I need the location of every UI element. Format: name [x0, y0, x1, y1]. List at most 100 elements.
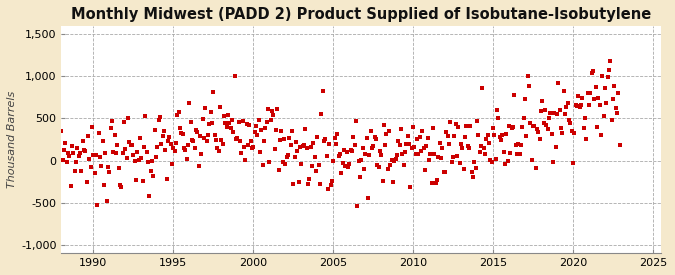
Point [115, 183, 126, 187]
Point [198, 136, 209, 140]
Point [367, 146, 377, 150]
Point [104, 170, 115, 174]
Point [554, 108, 565, 112]
Point [137, 178, 148, 183]
Point [397, 152, 408, 156]
Point [494, 134, 505, 139]
Point [197, 117, 208, 122]
Point [179, 146, 190, 150]
Point [539, 108, 550, 112]
Point [300, 126, 310, 131]
Point [436, 156, 447, 161]
Point [323, 187, 333, 191]
Point [606, 118, 617, 122]
Point [263, 107, 273, 112]
Point [264, 160, 275, 164]
Point [283, 153, 294, 158]
Point [315, 182, 325, 186]
Point [341, 150, 352, 154]
Point [223, 113, 234, 117]
Point [584, 103, 595, 107]
Point [124, 140, 135, 145]
Point [533, 130, 544, 134]
Point [108, 150, 119, 154]
Point [613, 91, 624, 95]
Point [144, 194, 155, 198]
Point [574, 105, 585, 110]
Point [281, 155, 292, 159]
Point [321, 153, 332, 158]
Point [327, 178, 338, 183]
Point [609, 84, 620, 88]
Point [97, 139, 108, 144]
Point [365, 129, 376, 133]
Point [516, 143, 526, 148]
Point [480, 152, 491, 156]
Point [608, 97, 618, 102]
Point [348, 135, 358, 139]
Point [93, 130, 104, 135]
Point [165, 142, 176, 146]
Point [72, 146, 83, 150]
Point [536, 109, 547, 114]
Point [60, 141, 71, 145]
Point [193, 164, 204, 169]
Point [186, 138, 197, 142]
Point [246, 146, 257, 150]
Point [149, 127, 160, 132]
Point [249, 130, 260, 134]
Point [148, 174, 159, 178]
Point [458, 167, 469, 171]
Point [424, 158, 435, 162]
Point [428, 126, 439, 131]
Point [573, 94, 584, 99]
Point [236, 150, 246, 155]
Point [332, 132, 343, 136]
Point [224, 121, 235, 125]
Point [140, 114, 151, 118]
Point [95, 155, 105, 160]
Point [581, 137, 592, 141]
Point [213, 148, 224, 153]
Point [549, 111, 560, 116]
Point [562, 101, 573, 105]
Point [614, 143, 625, 147]
Point [294, 145, 305, 150]
Point [493, 116, 504, 120]
Point [297, 144, 308, 148]
Point [96, 163, 107, 168]
Point [452, 154, 462, 158]
Point [420, 167, 431, 172]
Point [518, 116, 529, 120]
Point [89, 171, 100, 175]
Point [68, 151, 79, 156]
Point [141, 149, 152, 154]
Point [601, 101, 612, 105]
Point [335, 171, 346, 176]
Point [541, 123, 551, 127]
Point [368, 144, 379, 148]
Point [317, 89, 328, 93]
Point [417, 129, 428, 133]
Point [401, 142, 412, 147]
Point [564, 118, 574, 122]
Point [232, 136, 243, 141]
Point [362, 196, 373, 200]
Point [241, 122, 252, 127]
Point [269, 147, 280, 151]
Point [483, 133, 493, 138]
Point [383, 166, 394, 171]
Point [88, 153, 99, 158]
Point [103, 165, 113, 169]
Point [443, 141, 454, 146]
Point [61, 160, 72, 164]
Point [64, 154, 75, 158]
Point [598, 114, 609, 118]
Point [160, 147, 171, 152]
Point [431, 180, 441, 185]
Point [79, 148, 90, 152]
Point [589, 97, 599, 101]
Y-axis label: Thousand Barrels: Thousand Barrels [7, 91, 17, 188]
Point [535, 137, 545, 141]
Point [425, 152, 436, 156]
